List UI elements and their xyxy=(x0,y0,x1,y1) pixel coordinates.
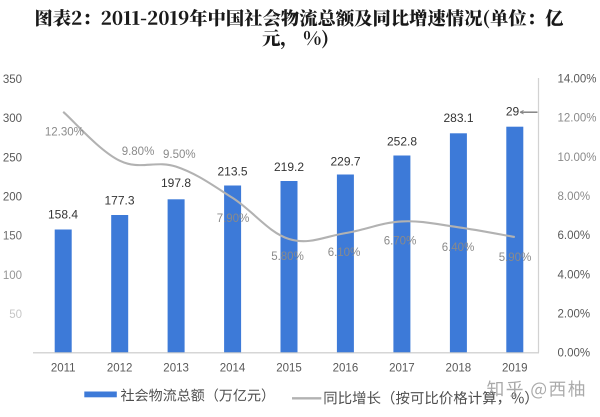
svg-text:2013: 2013 xyxy=(163,363,189,375)
svg-text:252.8: 252.8 xyxy=(387,134,417,148)
svg-text:197.8: 197.8 xyxy=(161,176,191,190)
svg-text:9.50%: 9.50% xyxy=(163,149,196,161)
svg-text:5.80%: 5.80% xyxy=(271,251,304,263)
svg-text:219.2: 219.2 xyxy=(274,160,304,174)
svg-text:6.40%: 6.40% xyxy=(442,242,475,254)
svg-text:2015: 2015 xyxy=(276,363,302,375)
svg-text:29: 29 xyxy=(506,104,520,118)
svg-text:9.80%: 9.80% xyxy=(122,146,155,158)
svg-text:2014: 2014 xyxy=(220,363,246,375)
svg-text:2011: 2011 xyxy=(51,363,76,375)
svg-text:12.00%: 12.00% xyxy=(558,113,597,125)
svg-text:6.70%: 6.70% xyxy=(384,236,417,248)
svg-text:2012: 2012 xyxy=(107,363,133,375)
svg-text:283.1: 283.1 xyxy=(443,111,473,125)
svg-text:4.00%: 4.00% xyxy=(558,269,591,281)
svg-text:2.00%: 2.00% xyxy=(558,309,591,321)
svg-text:6.10%: 6.10% xyxy=(328,247,361,259)
svg-text:50: 50 xyxy=(9,309,22,321)
svg-text:8.00%: 8.00% xyxy=(558,191,591,203)
svg-text:150: 150 xyxy=(3,231,22,243)
svg-text:14.00%: 14.00% xyxy=(558,74,597,86)
svg-text:7.90%: 7.90% xyxy=(217,213,250,225)
svg-text:300: 300 xyxy=(3,113,22,125)
svg-text:0.00%: 0.00% xyxy=(558,348,591,360)
svg-text:2017: 2017 xyxy=(389,363,415,375)
svg-text:6.00%: 6.00% xyxy=(558,230,591,242)
svg-text:250: 250 xyxy=(3,152,22,164)
svg-text:10.00%: 10.00% xyxy=(558,152,597,164)
svg-text:2019: 2019 xyxy=(502,363,528,375)
svg-text:2018: 2018 xyxy=(446,363,472,375)
svg-text:2016: 2016 xyxy=(333,363,359,375)
svg-text:229.7: 229.7 xyxy=(330,154,360,168)
svg-text:177.3: 177.3 xyxy=(104,193,134,207)
svg-text:350: 350 xyxy=(3,74,22,86)
svg-text:5.90%: 5.90% xyxy=(499,252,532,264)
svg-text:100: 100 xyxy=(3,270,22,282)
svg-text:200: 200 xyxy=(3,192,22,204)
svg-text:12.30%: 12.30% xyxy=(45,127,84,139)
svg-text:213.5: 213.5 xyxy=(217,164,247,178)
svg-text:158.4: 158.4 xyxy=(48,207,78,221)
